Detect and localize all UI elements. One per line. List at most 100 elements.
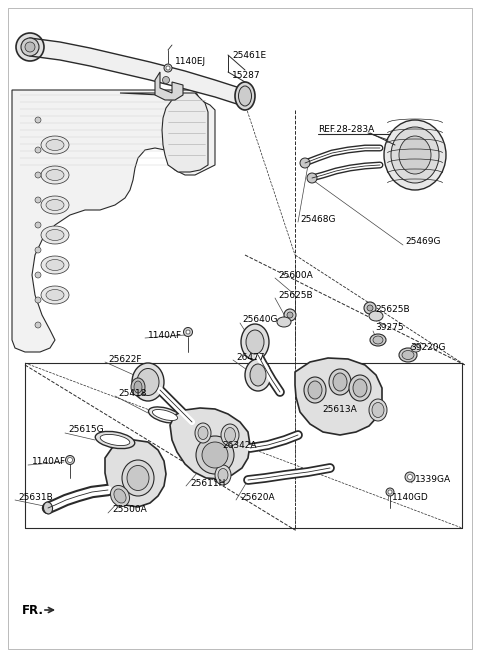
Ellipse shape: [198, 426, 208, 440]
Ellipse shape: [246, 330, 264, 354]
Text: 26342A: 26342A: [222, 440, 256, 449]
Text: 25461E: 25461E: [232, 51, 266, 60]
Circle shape: [35, 197, 41, 203]
Ellipse shape: [241, 324, 269, 360]
Circle shape: [35, 172, 41, 178]
Text: 25622F: 25622F: [108, 355, 142, 365]
Ellipse shape: [137, 369, 159, 396]
Circle shape: [408, 474, 412, 480]
Text: 25418: 25418: [118, 388, 146, 397]
Ellipse shape: [46, 260, 64, 271]
Ellipse shape: [221, 424, 239, 446]
Polygon shape: [120, 93, 208, 172]
Ellipse shape: [370, 334, 386, 346]
Text: 1140EJ: 1140EJ: [175, 58, 206, 66]
Text: 39275: 39275: [375, 323, 404, 332]
Ellipse shape: [215, 465, 231, 485]
Ellipse shape: [41, 226, 69, 244]
Ellipse shape: [41, 196, 69, 214]
Ellipse shape: [148, 407, 181, 423]
Polygon shape: [295, 358, 382, 435]
Polygon shape: [12, 90, 215, 352]
Ellipse shape: [391, 127, 439, 183]
Circle shape: [35, 247, 41, 253]
Circle shape: [164, 64, 172, 72]
Ellipse shape: [132, 363, 164, 401]
Ellipse shape: [41, 136, 69, 154]
Circle shape: [35, 147, 41, 153]
Ellipse shape: [195, 423, 211, 443]
Text: 1339GA: 1339GA: [415, 476, 451, 484]
Ellipse shape: [218, 468, 228, 482]
Text: 25615G: 25615G: [68, 426, 104, 434]
Ellipse shape: [308, 381, 322, 399]
Circle shape: [25, 42, 35, 52]
Text: 25631B: 25631B: [18, 493, 53, 503]
Ellipse shape: [235, 82, 255, 110]
Ellipse shape: [110, 486, 130, 507]
Circle shape: [287, 312, 293, 318]
Circle shape: [16, 33, 44, 61]
Ellipse shape: [399, 136, 431, 174]
Text: REF.28-283A: REF.28-283A: [318, 125, 374, 135]
Ellipse shape: [225, 428, 236, 443]
Ellipse shape: [277, 317, 291, 327]
Ellipse shape: [196, 436, 234, 474]
Text: 25468G: 25468G: [300, 215, 336, 225]
Ellipse shape: [100, 434, 130, 445]
Circle shape: [35, 222, 41, 228]
Ellipse shape: [369, 399, 387, 421]
Ellipse shape: [46, 229, 64, 240]
Circle shape: [68, 457, 72, 463]
Circle shape: [35, 297, 41, 303]
Text: 25640G: 25640G: [242, 315, 277, 325]
Circle shape: [300, 158, 310, 168]
Circle shape: [284, 309, 296, 321]
Ellipse shape: [333, 373, 347, 391]
Text: 25469G: 25469G: [405, 237, 441, 246]
Ellipse shape: [95, 432, 135, 449]
Polygon shape: [170, 408, 250, 479]
Circle shape: [35, 117, 41, 123]
Ellipse shape: [46, 290, 64, 300]
Text: 1140GD: 1140GD: [392, 493, 429, 501]
Ellipse shape: [41, 166, 69, 184]
Circle shape: [186, 330, 190, 334]
Ellipse shape: [384, 120, 446, 190]
Circle shape: [388, 490, 392, 494]
Circle shape: [364, 302, 376, 314]
Circle shape: [386, 488, 394, 496]
Circle shape: [163, 76, 169, 83]
Ellipse shape: [373, 336, 383, 344]
Text: 25620A: 25620A: [240, 493, 275, 501]
Circle shape: [367, 305, 373, 311]
Ellipse shape: [402, 350, 414, 359]
Text: 26477: 26477: [236, 353, 264, 361]
Circle shape: [166, 66, 170, 70]
Circle shape: [183, 327, 192, 336]
Ellipse shape: [131, 378, 145, 396]
Circle shape: [307, 173, 317, 183]
Text: 25625B: 25625B: [278, 290, 312, 300]
Ellipse shape: [399, 348, 417, 362]
Text: 25625B: 25625B: [375, 306, 409, 315]
Ellipse shape: [411, 344, 421, 352]
Polygon shape: [155, 72, 183, 100]
Text: 15287: 15287: [232, 70, 261, 79]
Ellipse shape: [304, 377, 326, 403]
Ellipse shape: [349, 375, 371, 401]
Ellipse shape: [329, 369, 351, 395]
Circle shape: [65, 455, 74, 464]
Ellipse shape: [152, 409, 178, 420]
Text: 1140AF: 1140AF: [32, 457, 66, 466]
Ellipse shape: [46, 200, 64, 210]
Text: 25600A: 25600A: [278, 271, 313, 279]
Text: 25613A: 25613A: [322, 405, 357, 415]
Ellipse shape: [41, 286, 69, 304]
Ellipse shape: [239, 86, 252, 106]
Ellipse shape: [245, 359, 271, 391]
Ellipse shape: [41, 256, 69, 274]
Circle shape: [35, 322, 41, 328]
Circle shape: [405, 472, 415, 482]
Ellipse shape: [114, 489, 126, 503]
